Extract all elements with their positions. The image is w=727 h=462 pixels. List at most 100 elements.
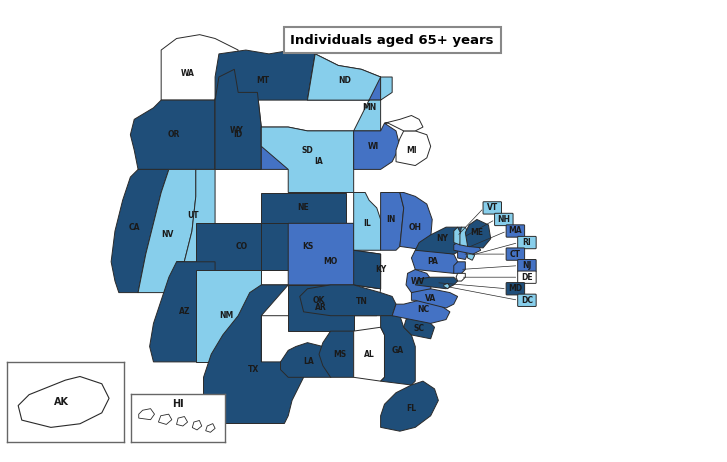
Polygon shape <box>457 250 467 260</box>
Polygon shape <box>204 285 308 424</box>
Text: MN: MN <box>362 103 376 112</box>
Polygon shape <box>308 54 381 100</box>
Text: WY: WY <box>230 127 244 135</box>
Text: AR: AR <box>315 304 326 312</box>
Polygon shape <box>411 289 457 308</box>
Polygon shape <box>381 316 415 385</box>
Text: CA: CA <box>129 223 140 231</box>
Text: TN: TN <box>356 298 367 306</box>
FancyBboxPatch shape <box>518 271 536 283</box>
Text: AK: AK <box>55 397 69 407</box>
Polygon shape <box>443 283 450 289</box>
Polygon shape <box>177 417 188 426</box>
Text: NC: NC <box>417 305 429 314</box>
Polygon shape <box>261 223 353 269</box>
Polygon shape <box>392 300 450 323</box>
Polygon shape <box>454 227 462 245</box>
Polygon shape <box>261 127 353 193</box>
Polygon shape <box>196 223 288 269</box>
Polygon shape <box>415 277 457 289</box>
Text: OR: OR <box>168 130 180 139</box>
Text: HI: HI <box>172 399 184 409</box>
Polygon shape <box>18 377 109 427</box>
Polygon shape <box>138 170 196 292</box>
Polygon shape <box>215 50 316 100</box>
Polygon shape <box>460 227 470 246</box>
Polygon shape <box>261 193 346 223</box>
Text: DE: DE <box>521 273 533 282</box>
Text: MD: MD <box>508 284 523 293</box>
Text: WI: WI <box>367 142 379 151</box>
Polygon shape <box>381 193 403 250</box>
Polygon shape <box>403 316 435 339</box>
Text: CT: CT <box>510 249 521 259</box>
Polygon shape <box>139 409 154 419</box>
Text: NV: NV <box>161 231 174 239</box>
Polygon shape <box>281 343 342 377</box>
Polygon shape <box>353 193 381 250</box>
Polygon shape <box>454 240 481 254</box>
Text: CO: CO <box>236 242 248 251</box>
Text: ND: ND <box>338 76 351 85</box>
Text: OK: OK <box>313 296 325 305</box>
Text: IN: IN <box>386 215 395 224</box>
Text: Individuals aged 65+ years: Individuals aged 65+ years <box>290 34 494 47</box>
Polygon shape <box>158 414 172 425</box>
Text: ME: ME <box>470 228 483 237</box>
Polygon shape <box>288 285 353 331</box>
Text: MO: MO <box>324 257 338 266</box>
Text: NH: NH <box>497 215 510 224</box>
Polygon shape <box>456 274 465 281</box>
Text: WA: WA <box>181 69 195 78</box>
Polygon shape <box>465 219 491 248</box>
Polygon shape <box>396 131 430 165</box>
Text: SC: SC <box>414 324 425 333</box>
Text: AL: AL <box>364 350 374 359</box>
Text: OH: OH <box>409 223 422 231</box>
Polygon shape <box>150 262 215 362</box>
Text: LA: LA <box>304 358 314 366</box>
Text: KS: KS <box>302 242 313 251</box>
FancyBboxPatch shape <box>494 213 513 225</box>
Text: AZ: AZ <box>179 307 190 316</box>
Text: DC: DC <box>521 296 533 305</box>
Text: MI: MI <box>406 146 417 155</box>
Text: MT: MT <box>256 76 270 85</box>
Text: VA: VA <box>425 294 436 303</box>
Polygon shape <box>353 327 385 381</box>
Text: RI: RI <box>523 238 531 247</box>
Polygon shape <box>319 331 353 377</box>
FancyBboxPatch shape <box>518 260 536 272</box>
Text: NJ: NJ <box>522 261 531 270</box>
Polygon shape <box>353 250 381 289</box>
FancyBboxPatch shape <box>506 283 525 295</box>
Text: NM: NM <box>220 311 234 320</box>
Polygon shape <box>454 262 465 274</box>
Text: NY: NY <box>436 234 448 243</box>
FancyBboxPatch shape <box>506 225 525 237</box>
FancyBboxPatch shape <box>518 294 536 306</box>
Polygon shape <box>192 420 202 430</box>
Polygon shape <box>215 69 261 170</box>
Text: KY: KY <box>375 265 386 274</box>
Polygon shape <box>261 127 353 170</box>
Polygon shape <box>111 170 169 292</box>
Polygon shape <box>196 269 261 362</box>
Polygon shape <box>353 123 400 170</box>
Polygon shape <box>206 424 215 432</box>
Text: FL: FL <box>406 404 417 413</box>
FancyBboxPatch shape <box>518 237 536 249</box>
Text: GA: GA <box>392 346 403 355</box>
Polygon shape <box>261 285 381 316</box>
Text: NE: NE <box>298 203 310 213</box>
Text: MS: MS <box>333 350 346 359</box>
Polygon shape <box>411 250 457 274</box>
Text: MA: MA <box>509 226 522 236</box>
Polygon shape <box>288 223 381 289</box>
Text: IL: IL <box>364 219 371 228</box>
Text: ID: ID <box>233 130 243 139</box>
Text: VT: VT <box>486 203 498 213</box>
Text: SD: SD <box>302 146 313 155</box>
FancyBboxPatch shape <box>506 248 525 260</box>
Text: TX: TX <box>248 365 260 374</box>
